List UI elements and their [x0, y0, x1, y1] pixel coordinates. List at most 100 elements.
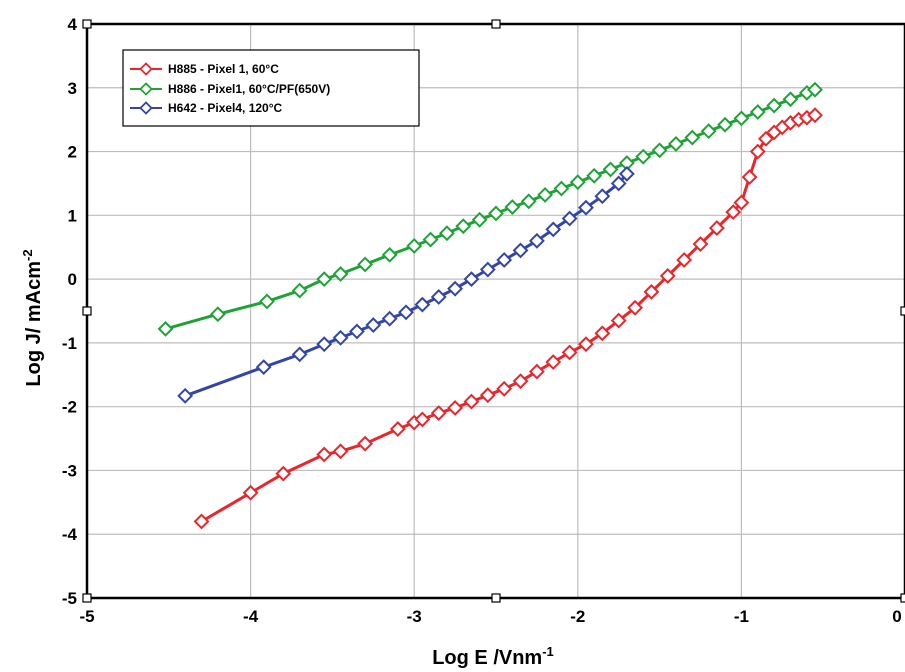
- y-tick-label: -2: [62, 398, 77, 417]
- data-point: [684, 129, 701, 146]
- resize-handle: [82, 19, 92, 29]
- data-point: [365, 317, 382, 333]
- data-point: [496, 380, 513, 397]
- legend: H885 - Pixel 1, 60°C H886 - Pixel1, 60°C…: [122, 49, 420, 127]
- resize-handle: [900, 593, 905, 603]
- data-point: [668, 135, 684, 152]
- data-point: [749, 104, 766, 120]
- data-point: [610, 312, 627, 329]
- data-point: [594, 188, 611, 205]
- data-point: [659, 268, 676, 284]
- series-2: [177, 165, 635, 404]
- x-tick-label: -2: [570, 607, 585, 626]
- data-point: [512, 242, 529, 259]
- data-point: [242, 484, 259, 501]
- data-point: [504, 199, 521, 215]
- legend-label-h886: H886 - Pixel1, 60°C/PF(650V): [168, 82, 330, 96]
- data-point: [422, 231, 439, 248]
- resize-handle: [82, 593, 92, 603]
- data-point: [725, 204, 742, 221]
- data-point: [569, 174, 586, 191]
- data-point: [471, 211, 488, 228]
- data-point: [209, 306, 226, 323]
- data-point: [618, 165, 635, 182]
- data-point: [381, 310, 398, 327]
- data-point: [479, 387, 496, 404]
- data-point: [398, 304, 414, 321]
- y-tick-label: -1: [62, 334, 77, 353]
- data-point: [259, 293, 275, 310]
- x-tick-label: -1: [734, 607, 749, 626]
- data-point: [676, 252, 693, 268]
- data-point: [545, 354, 562, 370]
- data-point: [447, 400, 464, 416]
- data-point: [349, 323, 365, 340]
- data-point: [651, 142, 668, 159]
- data-point: [157, 320, 174, 337]
- data-point: [807, 107, 823, 124]
- data-point: [255, 359, 272, 376]
- data-point: [741, 169, 758, 185]
- x-tick-label: -4: [243, 607, 259, 626]
- x-axis-ticks: -5 -4 -3 -2 -1 0: [79, 607, 901, 626]
- resize-handle: [900, 306, 905, 316]
- data-point: [430, 289, 447, 305]
- legend-item-h885: H885 - Pixel 1, 60°C: [130, 62, 279, 76]
- data-point: [430, 405, 447, 421]
- data-point: [357, 435, 374, 452]
- data-point: [520, 193, 537, 210]
- y-axis-ticks: 4 3 2 1 0 -1 -2 -3 -4 -5: [62, 15, 78, 608]
- y-tick-label: -4: [62, 525, 78, 544]
- legend-label-h885: H885 - Pixel 1, 60°C: [168, 62, 279, 76]
- legend-item-h642: H642 - Pixel4, 120°C: [130, 101, 283, 115]
- data-point: [332, 266, 349, 282]
- data-point: [463, 271, 480, 288]
- x-axis-title: Log E /Vnm-1: [432, 644, 554, 669]
- legend-item-h886: H886 - Pixel1, 60°C/PF(650V): [130, 82, 330, 96]
- data-point: [357, 256, 374, 273]
- data-point: [733, 194, 750, 211]
- data-point: [414, 296, 431, 313]
- data-point: [717, 116, 733, 133]
- data-point: [455, 218, 472, 235]
- data-point: [291, 282, 308, 299]
- data-point: [332, 443, 349, 460]
- data-point: [561, 344, 578, 361]
- resize-handle: [82, 306, 92, 316]
- data-point: [610, 175, 627, 192]
- y-tick-label: 0: [68, 270, 77, 289]
- data-point: [381, 246, 398, 263]
- data-point: [177, 387, 194, 404]
- data-point: [700, 123, 717, 140]
- legend-label-h642: H642 - Pixel4, 120°C: [168, 101, 283, 115]
- data-point: [479, 261, 496, 278]
- legend-marker-h885: [139, 62, 153, 76]
- data-point: [316, 271, 333, 288]
- data-point: [766, 97, 783, 114]
- data-point: [488, 205, 504, 222]
- data-point: [758, 130, 774, 147]
- y-tick-label: 2: [68, 143, 77, 162]
- legend-box: [122, 49, 420, 127]
- data-point: [594, 325, 611, 342]
- data-point: [692, 236, 709, 252]
- data-point: [553, 180, 570, 197]
- resize-handle: [491, 593, 501, 603]
- series-0: [193, 107, 823, 530]
- data-point: [782, 91, 799, 108]
- x-tick-label: -5: [79, 607, 94, 626]
- resize-handle: [491, 19, 501, 29]
- data-point: [316, 336, 333, 353]
- legend-marker-h642: [139, 101, 153, 115]
- series-1: [157, 81, 823, 337]
- y-tick-label: 3: [68, 79, 77, 98]
- data-point: [414, 411, 431, 428]
- legend-marker-h886: [139, 82, 153, 96]
- data-point: [528, 232, 545, 249]
- x-tick-label: -3: [407, 607, 422, 626]
- data-point: [578, 336, 594, 353]
- data-point: [447, 280, 464, 297]
- data-point: [627, 299, 643, 316]
- data-point: [512, 373, 529, 390]
